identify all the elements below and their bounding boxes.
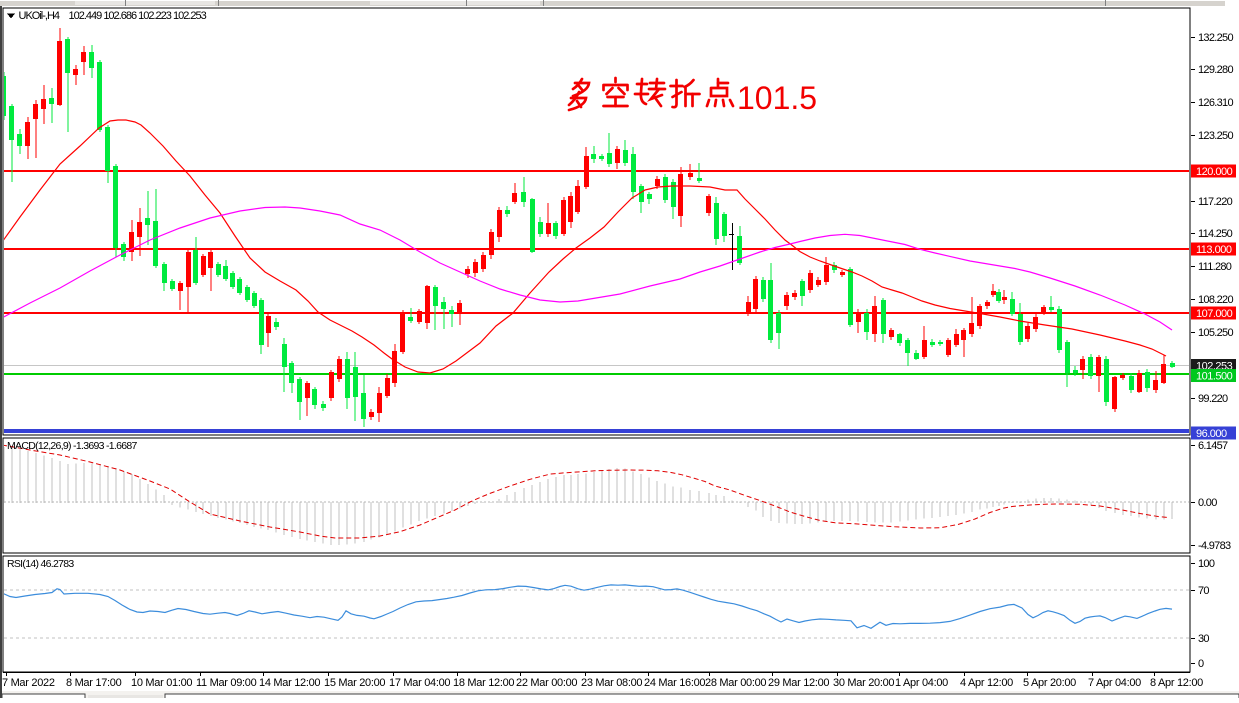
svg-text:-4.9783: -4.9783: [1198, 540, 1231, 552]
svg-text:105.250: 105.250: [1198, 327, 1233, 339]
svg-text:108.220: 108.220: [1198, 294, 1233, 306]
svg-text:129.280: 129.280: [1198, 64, 1233, 76]
svg-text:100: 100: [1198, 558, 1215, 570]
svg-text:RSI(14) 46.2783: RSI(14) 46.2783: [7, 558, 74, 570]
svg-text:29 Mar 12:00: 29 Mar 12:00: [768, 677, 829, 689]
svg-text:14 Mar 12:00: 14 Mar 12:00: [259, 677, 320, 689]
svg-text:7 Mar 2022: 7 Mar 2022: [2, 677, 55, 689]
svg-text:18 Mar 12:00: 18 Mar 12:00: [453, 677, 514, 689]
svg-text:30 Mar 20:00: 30 Mar 20:00: [833, 677, 894, 689]
svg-text:17 Mar 04:00: 17 Mar 04:00: [389, 677, 450, 689]
svg-text:UKOil-,H4: UKOil-,H4: [19, 10, 60, 22]
svg-text:10 Mar 01:00: 10 Mar 01:00: [131, 677, 192, 689]
svg-text:111.280: 111.280: [1198, 261, 1232, 273]
svg-text:114.250: 114.250: [1198, 228, 1233, 240]
svg-text:120.000: 120.000: [1196, 166, 1233, 178]
svg-text:126.310: 126.310: [1198, 97, 1233, 109]
svg-text:24 Mar 16:00: 24 Mar 16:00: [644, 677, 705, 689]
svg-text:8 Apr 12:00: 8 Apr 12:00: [1150, 677, 1203, 689]
svg-text:22 Mar 00:00: 22 Mar 00:00: [516, 677, 577, 689]
svg-text:117.220: 117.220: [1198, 196, 1233, 208]
svg-text:5 Apr 20:00: 5 Apr 20:00: [1023, 677, 1076, 689]
svg-text:1 Apr 04:00: 1 Apr 04:00: [895, 677, 948, 689]
svg-text:70: 70: [1198, 585, 1209, 597]
svg-text:23 Mar 08:00: 23 Mar 08:00: [581, 677, 642, 689]
svg-text:11 Mar 09:00: 11 Mar 09:00: [196, 677, 257, 689]
svg-text:102.449 102.686 102.223 102.25: 102.449 102.686 102.223 102.253: [69, 10, 207, 22]
svg-text:99.220: 99.220: [1198, 393, 1228, 405]
svg-text:0: 0: [1198, 658, 1204, 670]
svg-text:30: 30: [1198, 633, 1209, 645]
svg-text:113.000: 113.000: [1196, 244, 1232, 256]
svg-text:MACD(12,26,9) -1.3693 -1.6687: MACD(12,26,9) -1.3693 -1.6687: [7, 440, 138, 452]
svg-text:123.250: 123.250: [1198, 130, 1233, 142]
svg-text:101.5: 101.5: [737, 80, 817, 116]
svg-text:28 Mar 00:00: 28 Mar 00:00: [705, 677, 766, 689]
svg-text:15 Mar 20:00: 15 Mar 20:00: [324, 677, 385, 689]
svg-text:6.1457: 6.1457: [1198, 440, 1228, 452]
svg-text:107.000: 107.000: [1196, 308, 1233, 320]
svg-text:101.500: 101.500: [1196, 371, 1233, 383]
svg-text:96.000: 96.000: [1196, 428, 1227, 440]
svg-text:8 Mar 17:00: 8 Mar 17:00: [66, 677, 122, 689]
svg-text:7 Apr 04:00: 7 Apr 04:00: [1088, 677, 1141, 689]
svg-text:4 Apr 12:00: 4 Apr 12:00: [960, 677, 1013, 689]
svg-text:0.00: 0.00: [1198, 497, 1217, 509]
svg-text:132.250: 132.250: [1198, 32, 1233, 44]
